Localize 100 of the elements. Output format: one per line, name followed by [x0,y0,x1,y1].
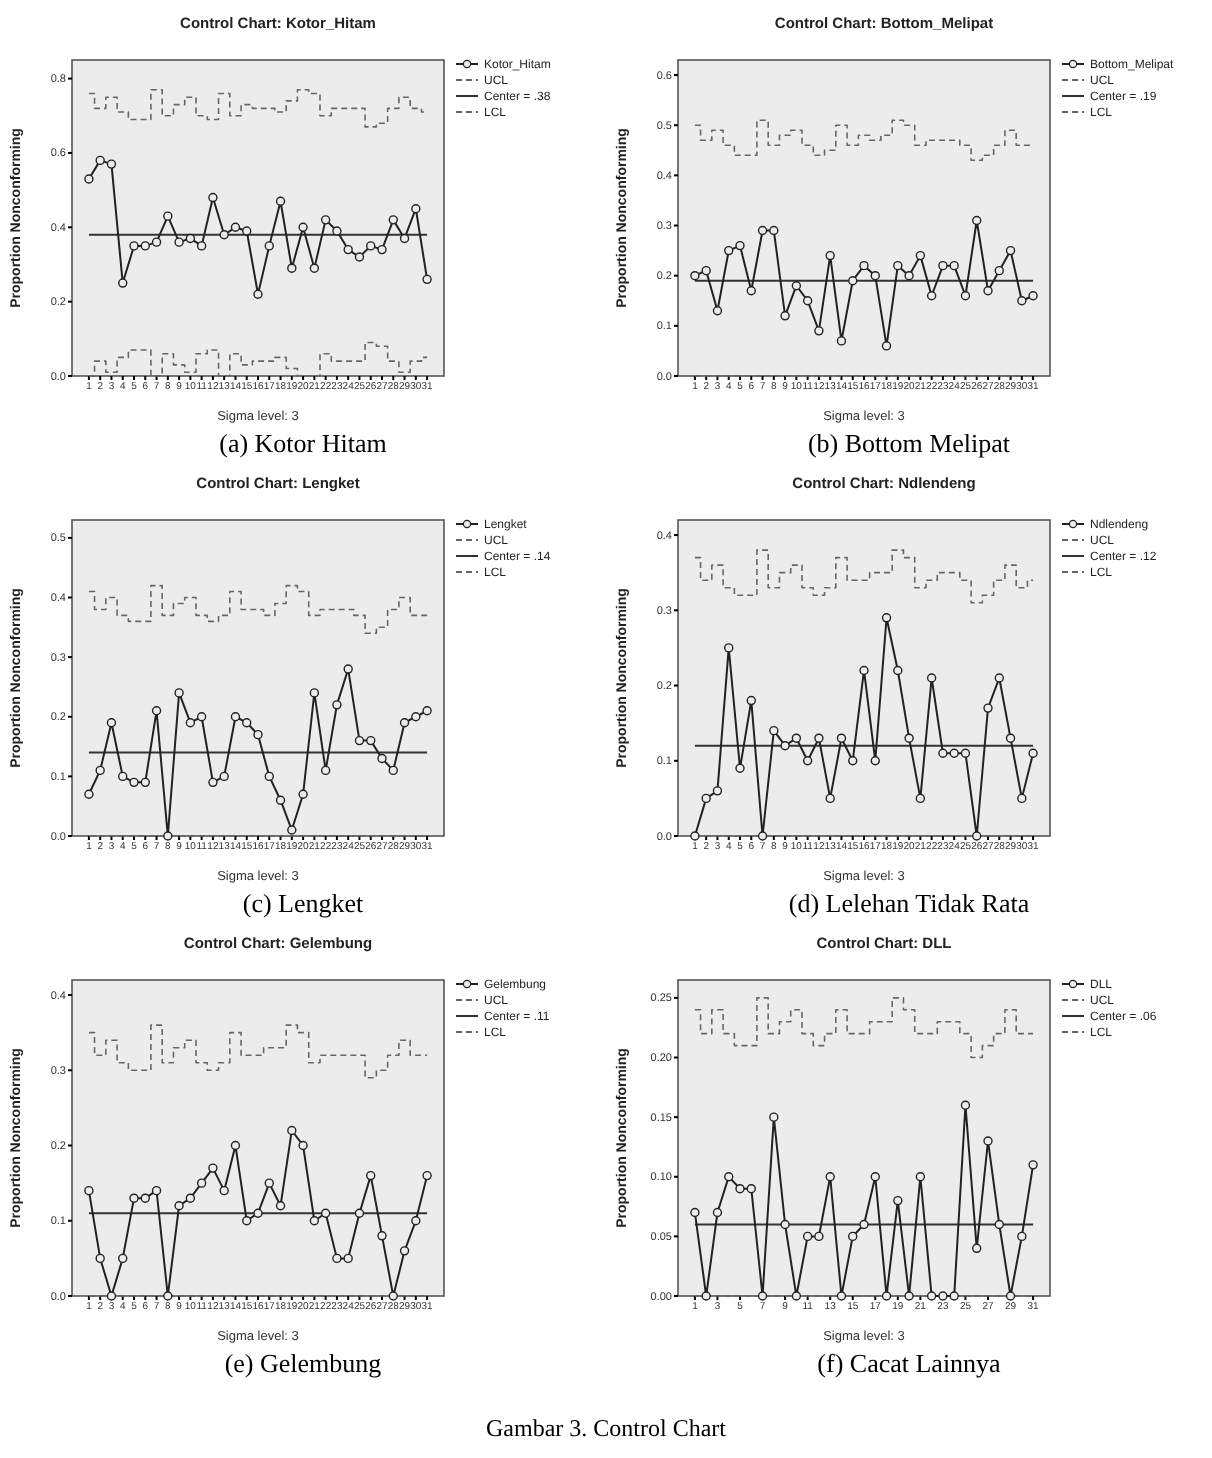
point [196,241,207,251]
point [972,215,982,226]
point [814,733,824,743]
point [949,260,959,271]
point [994,265,1004,276]
point [129,241,139,251]
point [275,1201,286,1211]
point [791,281,802,291]
point [219,230,229,240]
point [769,725,779,736]
point [848,1231,858,1242]
point [253,1208,263,1218]
point [185,233,196,244]
text: Gambar 3. Control Chart [486,1414,728,1442]
point [724,1172,734,1182]
point [983,703,993,713]
point [377,753,387,764]
point [332,226,342,236]
point [724,245,734,256]
point [724,643,734,653]
point [106,159,117,169]
point [960,1100,971,1110]
point [983,1136,993,1146]
point [366,735,376,746]
point [309,1216,320,1226]
point [881,341,892,351]
point [118,771,128,782]
point [84,174,94,184]
point [84,789,94,799]
point [185,718,196,728]
point [208,1163,218,1173]
point [332,1253,342,1264]
point [399,718,410,728]
point [388,765,398,776]
point [938,748,948,758]
point [140,777,150,788]
point [354,735,365,746]
point [174,1201,184,1211]
point [95,1253,105,1264]
point [298,789,308,799]
point [411,204,421,214]
point [791,733,802,743]
point [701,265,711,276]
point [275,196,286,206]
point [926,1291,937,1301]
point [1028,291,1038,301]
point [757,225,768,236]
point [1028,1160,1038,1170]
point [915,1172,926,1182]
point [1017,793,1027,804]
point [780,1219,790,1230]
point [825,250,835,261]
point [938,260,948,271]
point [95,155,105,166]
point [859,1219,869,1230]
point [208,192,218,203]
text: (b) Bottom Melipat [807,428,1011,458]
point [712,1207,723,1218]
point [1005,733,1016,743]
point [264,241,274,251]
point [320,215,331,225]
point [230,712,241,722]
point [859,260,869,271]
point [163,211,173,221]
text: (e) Gelembung [224,1348,383,1378]
point [366,1170,376,1181]
point [264,771,274,782]
point [926,673,937,683]
point [814,1231,824,1242]
point [106,718,117,728]
point [140,1193,150,1203]
point [893,1195,903,1206]
point [893,260,903,271]
point [735,763,745,773]
point [95,765,105,776]
point [253,289,263,299]
point [242,226,252,236]
point [174,688,184,698]
point [1028,748,1038,758]
point [253,729,263,740]
point [960,291,971,301]
point [287,263,297,273]
point [399,1246,410,1256]
point [848,276,858,286]
point [264,1178,274,1188]
point [701,793,711,804]
point [780,311,790,321]
point [422,706,432,716]
point [118,278,128,288]
point [690,1207,700,1218]
point [242,718,252,728]
point [151,237,162,247]
point [298,222,308,232]
point [836,1291,847,1301]
point [870,756,880,766]
point [690,270,700,281]
point [219,1185,229,1196]
point [411,712,421,722]
point [859,665,869,676]
point [174,237,184,247]
